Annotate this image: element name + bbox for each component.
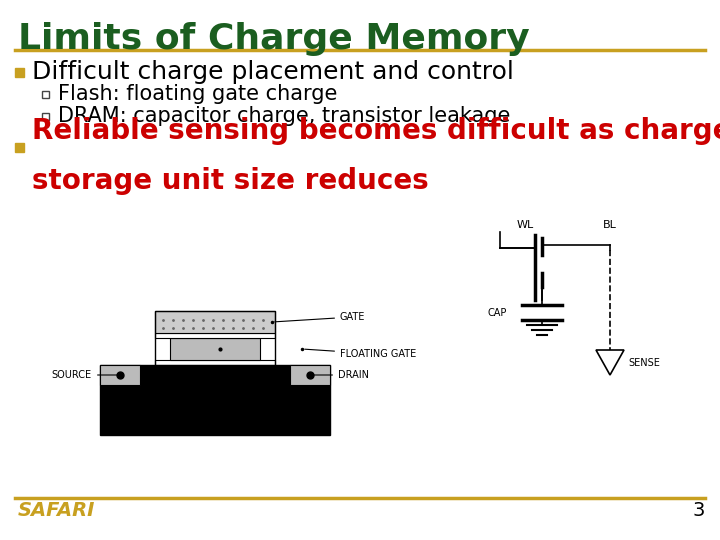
Text: Difficult charge placement and control: Difficult charge placement and control	[32, 60, 514, 84]
Bar	[42, 91, 49, 98]
Bar	[42, 112, 49, 119]
Bar	[170, 338, 260, 360]
Text: Reliable sensing becomes difficult as charge: Reliable sensing becomes difficult as ch…	[32, 117, 720, 145]
Bar	[100, 365, 140, 385]
Bar	[155, 360, 275, 365]
Text: SENSE: SENSE	[628, 357, 660, 368]
Text: GATE: GATE	[275, 312, 365, 322]
Text: Limits of Charge Memory: Limits of Charge Memory	[18, 22, 530, 56]
Text: storage unit size reduces: storage unit size reduces	[32, 167, 428, 195]
Text: WL: WL	[516, 220, 534, 230]
Bar	[290, 365, 330, 385]
Bar	[15, 68, 24, 77]
Bar	[155, 311, 275, 333]
Polygon shape	[596, 350, 624, 375]
Text: BL: BL	[603, 220, 617, 230]
Text: Flash: floating gate charge: Flash: floating gate charge	[58, 84, 338, 104]
Bar	[100, 365, 330, 435]
Text: CAP: CAP	[487, 307, 507, 318]
Bar	[155, 333, 275, 338]
Text: 3: 3	[693, 501, 705, 519]
Text: DRAIN: DRAIN	[312, 370, 369, 380]
Bar	[15, 143, 24, 152]
Bar	[155, 311, 275, 365]
Text: SOURCE: SOURCE	[52, 370, 117, 380]
Text: DRAM: capacitor charge, transistor leakage: DRAM: capacitor charge, transistor leaka…	[58, 106, 510, 126]
Text: SAFARI: SAFARI	[18, 501, 95, 519]
Text: FLOATING GATE: FLOATING GATE	[305, 349, 416, 359]
